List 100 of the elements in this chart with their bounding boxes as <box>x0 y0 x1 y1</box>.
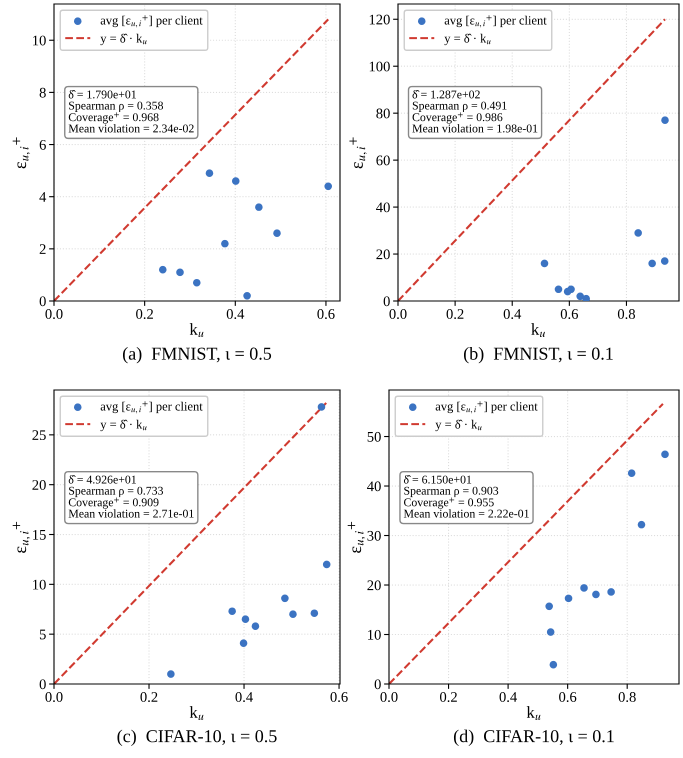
x-tick-label: 0.4 <box>235 692 253 702</box>
text: (c) CIFAR-10, ι = 0.5 <box>117 730 277 746</box>
y-tick-label: 80 <box>376 108 390 118</box>
y-tick-label: 4 <box>39 192 46 202</box>
point <box>252 622 260 630</box>
text: (a) FMNIST, ι = 0.5 <box>122 347 272 364</box>
y-tick-label: 5 <box>40 630 46 640</box>
x-tick-label: 0.4 <box>500 692 517 702</box>
point <box>255 203 263 211</box>
x-axis-title: k$_{u}$ <box>190 706 204 720</box>
y-tick-label: 6 <box>40 140 46 150</box>
point <box>545 602 553 610</box>
y-tick-label: 30 <box>367 530 381 541</box>
legend-label: avg [ε$_{u,i}$$^{+}$] per client <box>444 15 547 28</box>
point <box>661 450 669 458</box>
y-tick-label: 2 <box>40 244 46 254</box>
point <box>281 594 289 602</box>
x-tick-label: 0.8 <box>618 309 636 319</box>
point <box>580 584 588 592</box>
x-axis-title: k$_{u}$ <box>531 323 546 338</box>
x-tick-label: 0.2 <box>140 692 158 702</box>
y-tick-label: 0 <box>374 679 381 690</box>
point <box>228 607 236 616</box>
point <box>242 615 250 624</box>
y-axis-title: ε$_{u,i}$$^{+}$ <box>12 137 30 168</box>
y-tick-label: 120 <box>370 14 390 24</box>
x-axis-title: k$_{u}$ <box>190 323 204 338</box>
legend-label: y = δ̂ · k$_{u}$ <box>444 34 491 46</box>
y-tick-label: 10 <box>33 580 46 590</box>
y-axis-title: ε$_{u,i}$$^{+}$ <box>12 522 30 553</box>
point <box>206 169 214 178</box>
x-tick-label: 0.4 <box>226 309 244 319</box>
point <box>221 240 229 248</box>
point <box>638 520 646 528</box>
point <box>192 278 201 287</box>
point <box>592 590 600 598</box>
legend-label: avg [ε$_{u,i}$$^{+}$] per client <box>436 401 538 414</box>
point <box>540 260 548 268</box>
text: (b) FMNIST, ι = 0.1 <box>464 347 613 364</box>
point <box>607 588 615 596</box>
point <box>158 266 167 274</box>
x-tick-label: 0.0 <box>380 692 398 702</box>
y-tick-label: 20 <box>32 480 46 490</box>
y-tick-label: 100 <box>370 62 390 72</box>
annotation: δ̂ = 6.150e+01 Spearman ρ = 0.903 Coverage$^{+}$ = 0.955 Mean violation = 2.22e-01 <box>404 475 529 518</box>
y-tick-label: 0 <box>384 296 390 306</box>
x-tick-label: 0.0 <box>45 692 63 702</box>
point <box>582 294 590 301</box>
point <box>648 260 656 268</box>
point <box>167 670 175 678</box>
x-tick-label: 0.0 <box>45 309 63 319</box>
x-tick-label: 0.2 <box>440 692 457 702</box>
point <box>634 229 642 237</box>
x-axis-title: k$_{u}$ <box>526 706 541 720</box>
point <box>554 285 562 294</box>
x-tick-label: 0.0 <box>389 309 407 319</box>
y-tick-label: 40 <box>376 202 390 212</box>
y-axis-title: ε$_{u,i}$$^{+}$ <box>349 137 367 168</box>
point <box>176 268 184 276</box>
point <box>564 594 572 602</box>
point <box>273 229 281 238</box>
y-axis-title: ε$_{u,i}$$^{+}$ <box>348 522 366 553</box>
point <box>289 610 297 618</box>
x-tick-label: 0.2 <box>136 309 153 319</box>
point <box>661 116 669 124</box>
y-tick-label: 20 <box>367 580 381 590</box>
point <box>660 257 669 265</box>
y-tick-label: 15 <box>33 530 46 540</box>
annotation: δ̂ = 1.790e+01 Spearman ρ = 0.358 Coverage$^{+}$ = 0.968 Mean violation = 2.34e-02 <box>68 90 194 132</box>
legend-label: y = δ̂ · k$_{u}$ <box>435 420 482 432</box>
annotation: δ̂ = 4.926e+01 Spearman ρ = 0.733 Coverage$^{+}$ = 0.909 Mean violation = 2.71e-01 <box>68 475 194 518</box>
point <box>310 609 318 618</box>
point <box>322 560 330 568</box>
legend-label: y = δ̂ · k$_{u}$ <box>100 34 147 46</box>
point <box>576 292 584 300</box>
y-tick-label: 40 <box>367 481 381 492</box>
legend-label: y = δ̂ · k$_{u}$ <box>100 420 147 432</box>
y-tick-label: 60 <box>376 155 390 166</box>
text: (d) CIFAR-10, ι = 0.1 <box>454 730 614 746</box>
point <box>240 639 248 647</box>
x-tick-label: 0.8 <box>618 692 636 702</box>
y-tick-label: 0 <box>40 679 46 690</box>
point <box>546 628 554 636</box>
point <box>318 403 326 411</box>
y-tick-label: 0 <box>40 296 46 306</box>
legend-label: avg [ε$_{u,i}$$^{+}$] per client <box>100 15 203 28</box>
x-tick-label: 0.6 <box>560 309 578 319</box>
y-tick-label: 10 <box>33 36 46 46</box>
x-tick-label: 0.2 <box>446 309 464 319</box>
legend-label: avg [ε$_{u,i}$$^{+}$] per client <box>100 401 203 414</box>
y-tick-label: 20 <box>376 249 390 260</box>
y-tick-label: 8 <box>40 88 46 98</box>
point <box>567 285 575 294</box>
y-tick-label: 50 <box>368 432 381 442</box>
point <box>243 292 251 300</box>
x-tick-label: 0.4 <box>504 309 522 319</box>
y-tick-label: 25 <box>32 430 46 440</box>
point <box>324 182 332 190</box>
y-tick-label: 10 <box>368 630 381 640</box>
point <box>232 177 240 185</box>
